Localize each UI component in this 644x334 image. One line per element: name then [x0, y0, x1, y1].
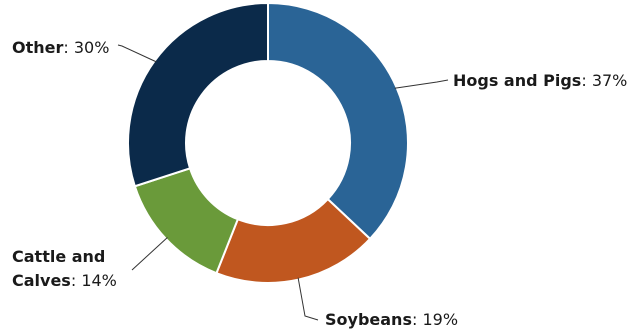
leaders-layer: [117, 44, 449, 321]
slice-label-cattle-line2: Calves: [12, 271, 71, 290]
svg-text:Cattle and: Cattle and: [12, 247, 105, 266]
slice-value-cattle-and-calves: 14%: [81, 271, 117, 290]
svg-text:Other: 30%: Other: 30%: [12, 38, 109, 57]
svg-text:Soybeans: 19%: Soybeans: 19%: [325, 310, 458, 329]
labels-layer: Hogs and Pigs: 37% Soybeans: 19% Cattle …: [12, 38, 627, 329]
slices-layer: [127, 1, 410, 284]
slice-label-soybeans: Soybeans: [325, 310, 412, 329]
slice-value-other: 30%: [74, 38, 110, 57]
svg-text:Hogs and Pigs: 37%: Hogs and Pigs: 37%: [453, 71, 627, 90]
slice-label-sep-other: :: [63, 38, 73, 57]
slice-label-sep-soybeans: :: [412, 310, 422, 329]
leader-line-hogs-and-pigs: [394, 79, 449, 89]
slice-label-other: Other: [12, 38, 63, 57]
donut-slice-cattle-and-calves: [133, 167, 240, 275]
slice-label-sep-hogs: :: [581, 71, 591, 90]
leader-line-cattle-and-calves: [131, 237, 168, 271]
slice-value-hogs-and-pigs: 37%: [592, 71, 628, 90]
leader-line-soybeans: [297, 277, 319, 321]
leader-line-other: [117, 44, 157, 63]
slice-value-soybeans: 19%: [422, 310, 458, 329]
slice-label-hogs-and-pigs: Hogs and Pigs: [453, 71, 581, 90]
slice-label-sep-cattle: :: [71, 271, 81, 290]
svg-text:Calves: 14%: Calves: 14%: [12, 271, 117, 290]
donut-slice-hogs-and-pigs: [267, 1, 410, 241]
donut-slice-other: [127, 1, 269, 188]
slice-label-cattle-line1: Cattle and: [12, 247, 105, 266]
